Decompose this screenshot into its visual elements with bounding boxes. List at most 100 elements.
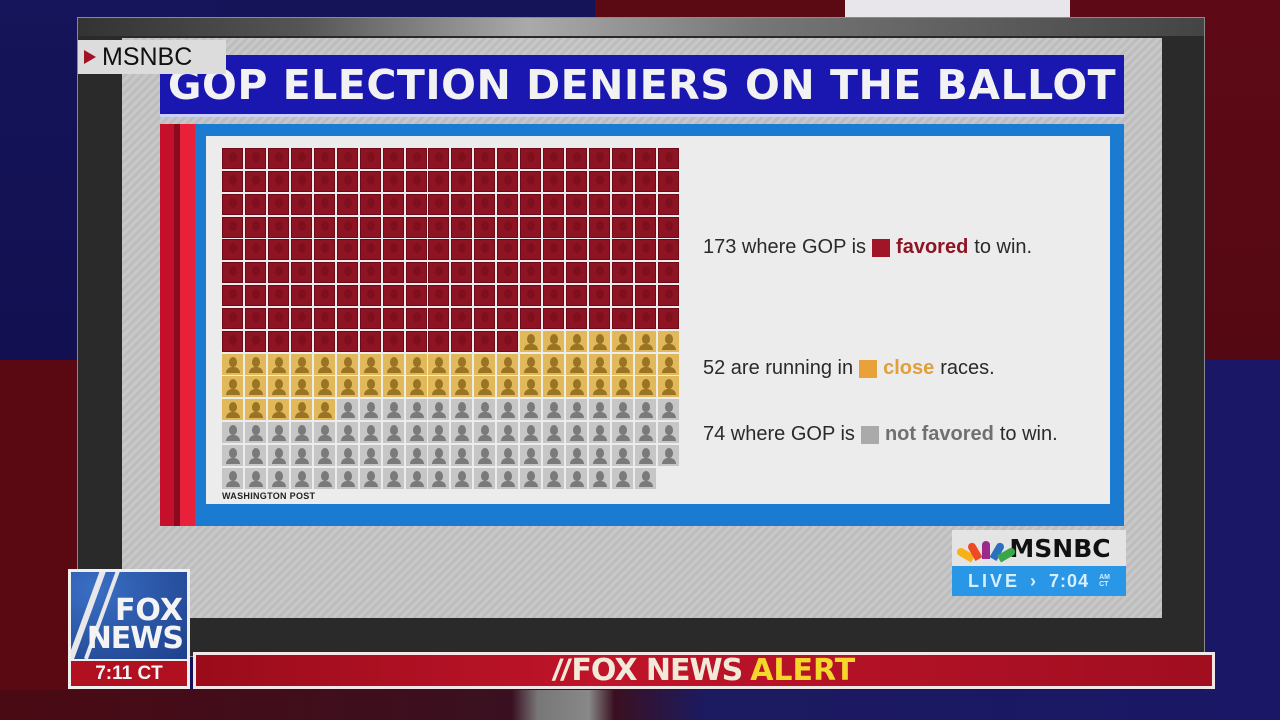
waffle-cell-not-favored [405,444,427,466]
waffle-cell-not-favored [359,444,381,466]
waffle-cell-not-favored [611,467,633,489]
waffle-cell-not-favored [267,467,289,489]
waffle-cell-favored [474,307,496,329]
legend-swatch-orange [859,359,878,378]
waffle-cell-favored [359,170,381,192]
waffle-cell-not-favored [497,467,519,489]
live-label: LIVE [968,570,1021,591]
waffle-cell-favored [543,193,565,215]
waffle-cell-not-favored [566,422,588,444]
waffle-cell-favored [657,307,679,329]
waffle-cell-favored [336,193,358,215]
waffle-cell-close [657,330,679,352]
waffle-cell-close [244,353,266,375]
waffle-cell-favored [222,330,243,352]
waffle-cell-favored [474,170,496,192]
waffle-cell-close [451,353,473,375]
alert-label: ALERT [750,653,856,688]
waffle-cell-favored [382,148,404,169]
waffle-cell-not-favored [451,467,473,489]
waffle-cell-favored [543,262,565,284]
waffle-cell-favored [313,239,335,261]
waffle-cell-not-favored [474,399,496,421]
waffle-cell-favored [497,216,519,238]
waffle-cell-favored [313,193,335,215]
legend-text-pre: 52 are running in [703,357,854,379]
waffle-cell-not-favored [405,422,427,444]
waffle-cell-favored [244,239,266,261]
waffle-cell-favored [589,239,610,261]
alert-brand: FOX NEWS [571,653,743,688]
waffle-cell-favored [359,330,381,352]
waffle-cell-not-favored [634,399,656,421]
waffle-cell-close [244,399,266,421]
waffle-cell-favored [474,285,496,307]
legend-close: 52 are running in close races. [703,357,995,380]
waffle-cell-not-favored [497,399,519,421]
waffle-cell-favored [336,216,358,238]
waffle-cell-favored [267,239,289,261]
waffle-cell-not-favored [336,399,358,421]
waffle-cell-close [520,330,542,352]
waffle-cell-favored [657,193,679,215]
waffle-cell-favored [244,307,266,329]
waffle-cell-not-favored [244,444,266,466]
waffle-cell-favored [359,193,381,215]
waffle-cell-favored [405,148,427,169]
play-triangle-icon [84,50,96,64]
waffle-cell-favored [313,307,335,329]
waffle-cell-favored [611,193,633,215]
waffle-cell-favored [382,307,404,329]
waffle-cell-favored [451,170,473,192]
waffle-cell-not-favored [290,467,312,489]
waffle-cell-favored [428,216,450,238]
waffle-cell-favored [313,285,335,307]
waffle-cell-close [497,353,519,375]
waffle-cell-not-favored [222,444,243,466]
waffle-cell-favored [244,285,266,307]
waffle-cell-favored [290,285,312,307]
waffle-cell-favored [428,285,450,307]
waffle-cell-not-favored [336,422,358,444]
waffle-cell-favored [657,262,679,284]
waffle-cell-favored [611,216,633,238]
waffle-cell-favored [451,239,473,261]
waffle-cell-favored [428,307,450,329]
waffle-cell-favored [657,148,679,169]
waffle-cell-favored [267,307,289,329]
waffle-cell-close [313,353,335,375]
waffle-cell-not-favored [634,422,656,444]
waffle-cell-favored [497,193,519,215]
waffle-cell-favored [222,193,243,215]
waffle-cell-close [222,376,243,398]
legend-swatch-gray [860,425,879,444]
waffle-cell-favored [566,262,588,284]
waffle-cell-favored [497,330,519,352]
waffle-cell-not-favored [566,467,588,489]
waffle-cell-close [543,330,565,352]
waffle-cell-favored [405,285,427,307]
background-panel [0,690,1280,720]
waffle-cell-favored [428,148,450,169]
legend-text-post: races. [940,357,995,379]
waffle-cell-close [405,376,427,398]
waffle-cell-close [474,376,496,398]
waffle-cell-not-favored [428,422,450,444]
waffle-cell-favored [244,170,266,192]
chart-card: WASHINGTON POST 173 where GOP is favored… [206,136,1110,504]
waffle-cell-favored [474,239,496,261]
waffle-cell-close [566,330,588,352]
waffle-cell-favored [359,307,381,329]
waffle-cell-favored [611,239,633,261]
fox-clock: 7:11 CT [71,659,187,686]
waffle-cell-favored [359,148,381,169]
waffle-cell-not-favored [451,422,473,444]
waffle-cell-close [589,353,610,375]
waffle-cell-close [290,353,312,375]
waffle-cell-favored [290,307,312,329]
waffle-cell-favored [336,239,358,261]
waffle-cell-favored [267,216,289,238]
waffle-cell-favored [634,216,656,238]
waffle-cell-close [428,376,450,398]
waffle-cell-close [336,376,358,398]
